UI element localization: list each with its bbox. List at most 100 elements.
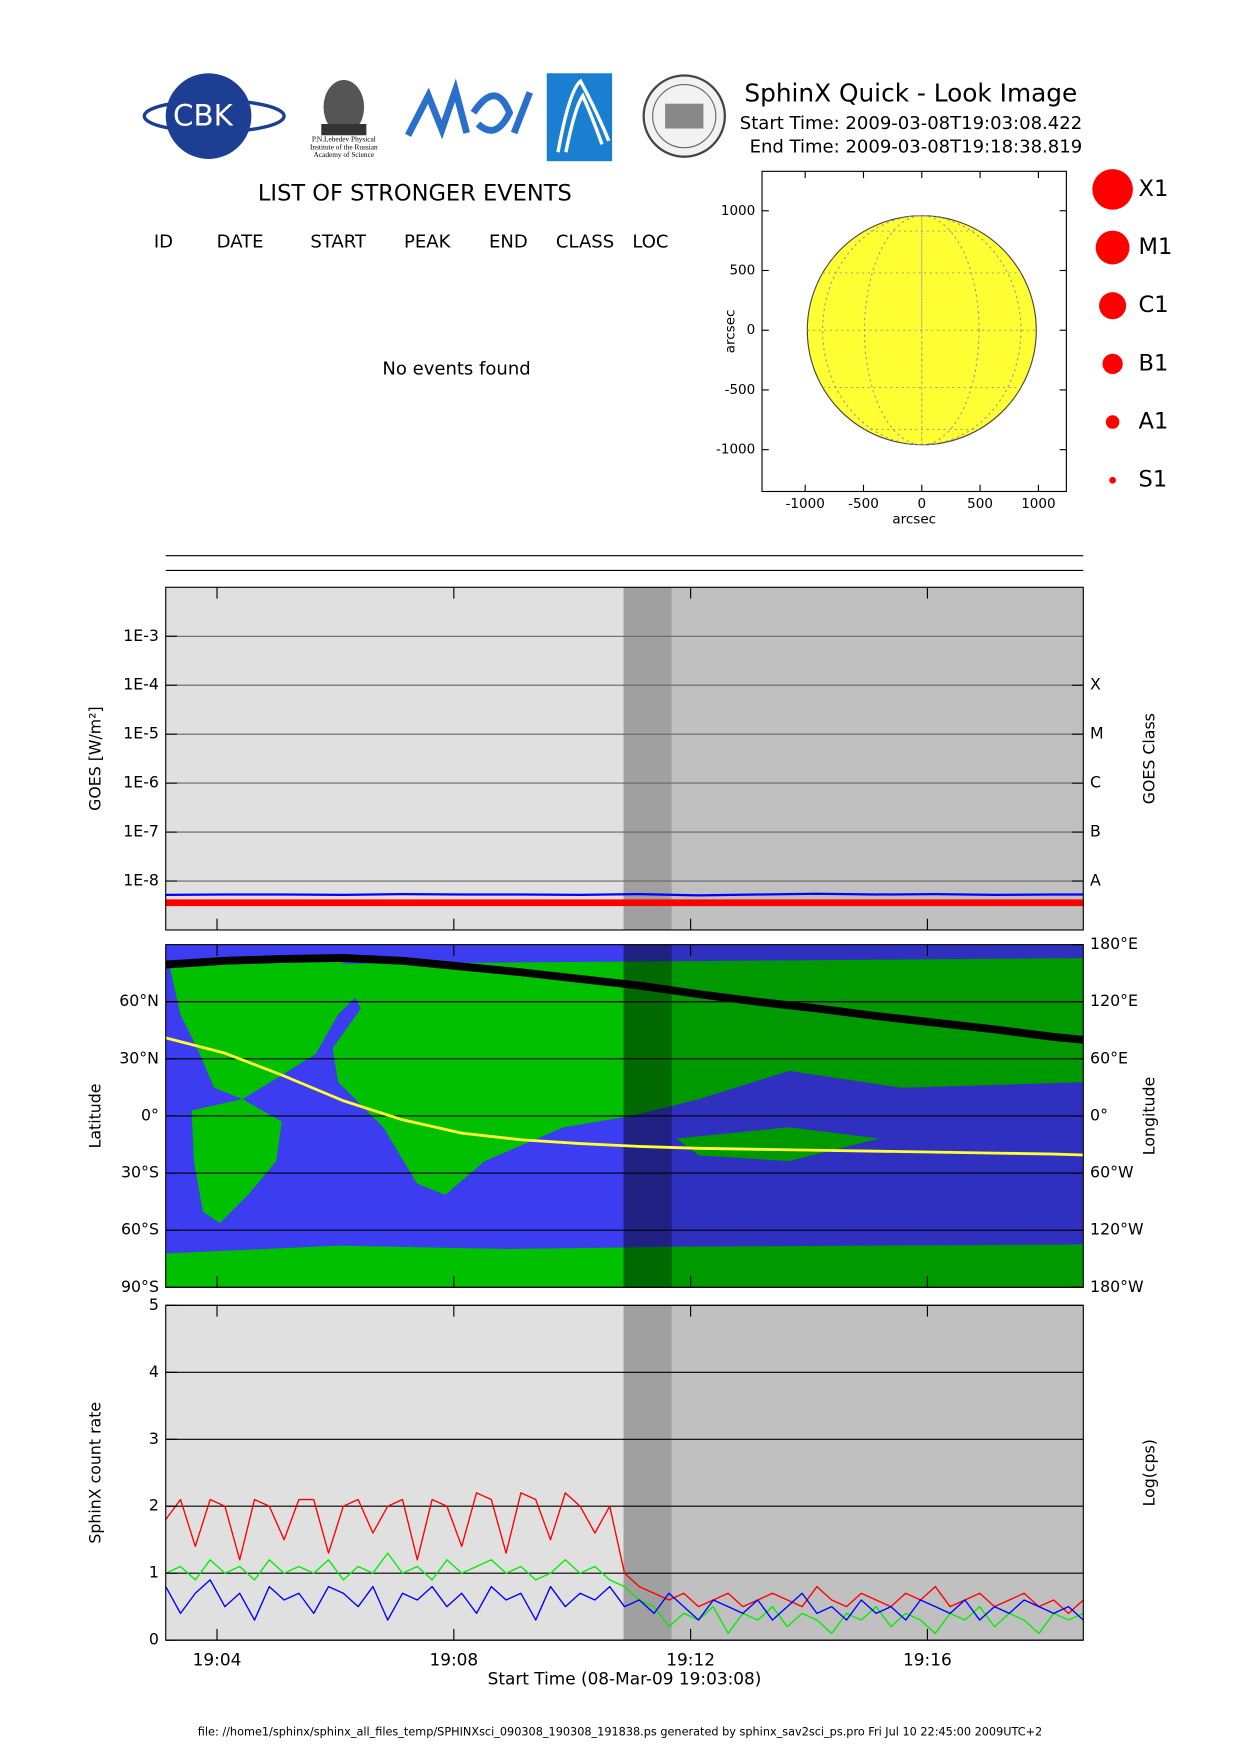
logo-circle — [165, 73, 252, 159]
y2-tick-label: 180°W — [1090, 1277, 1144, 1296]
y-tick-label: 0 — [747, 322, 756, 338]
institute-line: P.N.Lebedev Physical — [312, 134, 376, 143]
institute-line: Academy of Science — [314, 150, 375, 159]
y2-tick-label: 180°E — [1090, 934, 1138, 953]
time-region — [623, 1305, 672, 1641]
series-line — [165, 1579, 1084, 1621]
legend-dot — [1105, 415, 1120, 429]
institute-line: Institute of the Russian — [310, 142, 378, 151]
legend-dot — [1099, 292, 1127, 320]
y-tick-label: 1E-4 — [123, 675, 159, 694]
square-logo — [546, 73, 613, 162]
logo-text: CBK — [173, 99, 234, 133]
x-tick-label: 0 — [917, 496, 926, 512]
y2-tick-label: 120°W — [1090, 1220, 1144, 1239]
y-tick-label: -1000 — [716, 442, 755, 458]
legend-dot — [1095, 230, 1130, 265]
events-column: END — [489, 231, 528, 252]
y-tick-label: 60°S — [121, 1220, 159, 1239]
plot-frame — [165, 586, 1084, 931]
legend-label: A1 — [1139, 409, 1169, 435]
x-tick-label: -500 — [848, 496, 879, 512]
seal-inner — [652, 83, 717, 149]
events-title: LIST OF STRONGER EVENTS — [258, 180, 572, 206]
y2-tick-label: X — [1090, 675, 1101, 694]
y-tick-label: 0° — [141, 1105, 159, 1124]
footer: file: //home1/sphinx/sphinx_all_files_te… — [198, 1726, 1042, 1739]
end-time: End Time: 2009-03-08T19:18:38.819 — [750, 137, 1083, 158]
y2-tick-label: 60°W — [1090, 1163, 1134, 1182]
y-tick-label: 30°S — [121, 1163, 159, 1182]
legend-dot — [1109, 476, 1116, 484]
y2-axis-label: GOES Class — [1139, 713, 1158, 804]
series-line — [165, 1492, 1084, 1615]
x-tick-label: 19:16 — [903, 1649, 952, 1669]
land — [165, 1244, 1084, 1288]
y-tick-label: 1000 — [721, 203, 755, 219]
land — [169, 960, 373, 1100]
events-message: No events found — [382, 359, 530, 380]
series-line — [165, 892, 1084, 897]
events-column: ID — [154, 231, 173, 252]
y2-tick-label: A — [1090, 871, 1101, 890]
y2-axis-label: Longitude — [1139, 1077, 1158, 1155]
y-axis-label: GOES [W/m²] — [85, 706, 104, 811]
y-tick-label: 1 — [149, 1563, 159, 1582]
y2-tick-label: 0° — [1090, 1105, 1108, 1124]
land — [676, 1127, 880, 1162]
legend-label: B1 — [1139, 350, 1169, 376]
y-tick-label: 1E-5 — [123, 724, 159, 743]
time-region — [671, 1305, 1084, 1641]
events-column: DATE — [217, 231, 264, 252]
y-tick-label: 4 — [149, 1362, 159, 1381]
x-tick-label: -1000 — [786, 496, 825, 512]
sun-grid — [822, 215, 1022, 446]
y-tick-label: 0 — [149, 1630, 159, 1649]
time-region — [165, 587, 624, 930]
y-tick-label: 3 — [149, 1429, 159, 1448]
series-line — [165, 1036, 1084, 1157]
x-tick-label: 19:04 — [193, 1649, 242, 1669]
y-tick-label: 60°N — [119, 991, 159, 1010]
y-tick-label: 90°S — [121, 1277, 159, 1296]
x-axis-label: Start Time (08-Mar-09 19:03:08) — [488, 1669, 762, 1689]
x-axis-label: arcsec — [892, 512, 936, 528]
square-logo-arcs — [556, 78, 611, 153]
time-region — [165, 1305, 624, 1641]
mifi-logo — [405, 78, 533, 140]
series-line — [165, 954, 1084, 1044]
y-tick-label: 500 — [729, 262, 755, 278]
y-axis-label: SphinX count rate — [85, 1402, 104, 1544]
y2-tick-label: M — [1090, 724, 1104, 743]
title: SphinX Quick - Look Image — [744, 79, 1077, 108]
y-axis-label: Latitude — [85, 1084, 104, 1149]
start-time: Start Time: 2009-03-08T19:03:08.422 — [740, 113, 1082, 134]
y-tick-label: 1E-8 — [123, 871, 159, 890]
events-column: PEAK — [404, 231, 452, 252]
legend-dot — [1102, 353, 1123, 375]
y-tick-label: 30°N — [119, 1048, 159, 1067]
sun-grid — [864, 215, 980, 446]
logos: CBK P.N.Lebedev Physical Institute of th… — [142, 73, 726, 162]
y-axis-label: arcsec — [722, 310, 738, 354]
x-tick-label: 19:08 — [429, 1649, 478, 1669]
events-column: START — [310, 231, 367, 252]
y-tick-label: 2 — [149, 1496, 159, 1515]
y2-tick-label: 60°E — [1090, 1048, 1128, 1067]
legend-label: C1 — [1139, 292, 1169, 318]
plot-frame — [165, 1304, 1084, 1641]
events-column: CLASS — [556, 231, 614, 252]
x-tick-label: 500 — [967, 496, 993, 512]
seal-building — [665, 103, 704, 129]
time-region — [671, 587, 1084, 930]
legend-label: X1 — [1139, 176, 1169, 202]
land — [191, 1099, 282, 1224]
y2-tick-label: C — [1090, 773, 1101, 792]
x-tick-label: 19:12 — [666, 1649, 715, 1669]
portrait — [323, 80, 365, 135]
legend-dot — [1092, 169, 1133, 210]
y2-tick-label: 120°E — [1090, 991, 1138, 1010]
y-tick-label: -500 — [725, 382, 756, 398]
y2-tick-label: B — [1090, 822, 1101, 841]
